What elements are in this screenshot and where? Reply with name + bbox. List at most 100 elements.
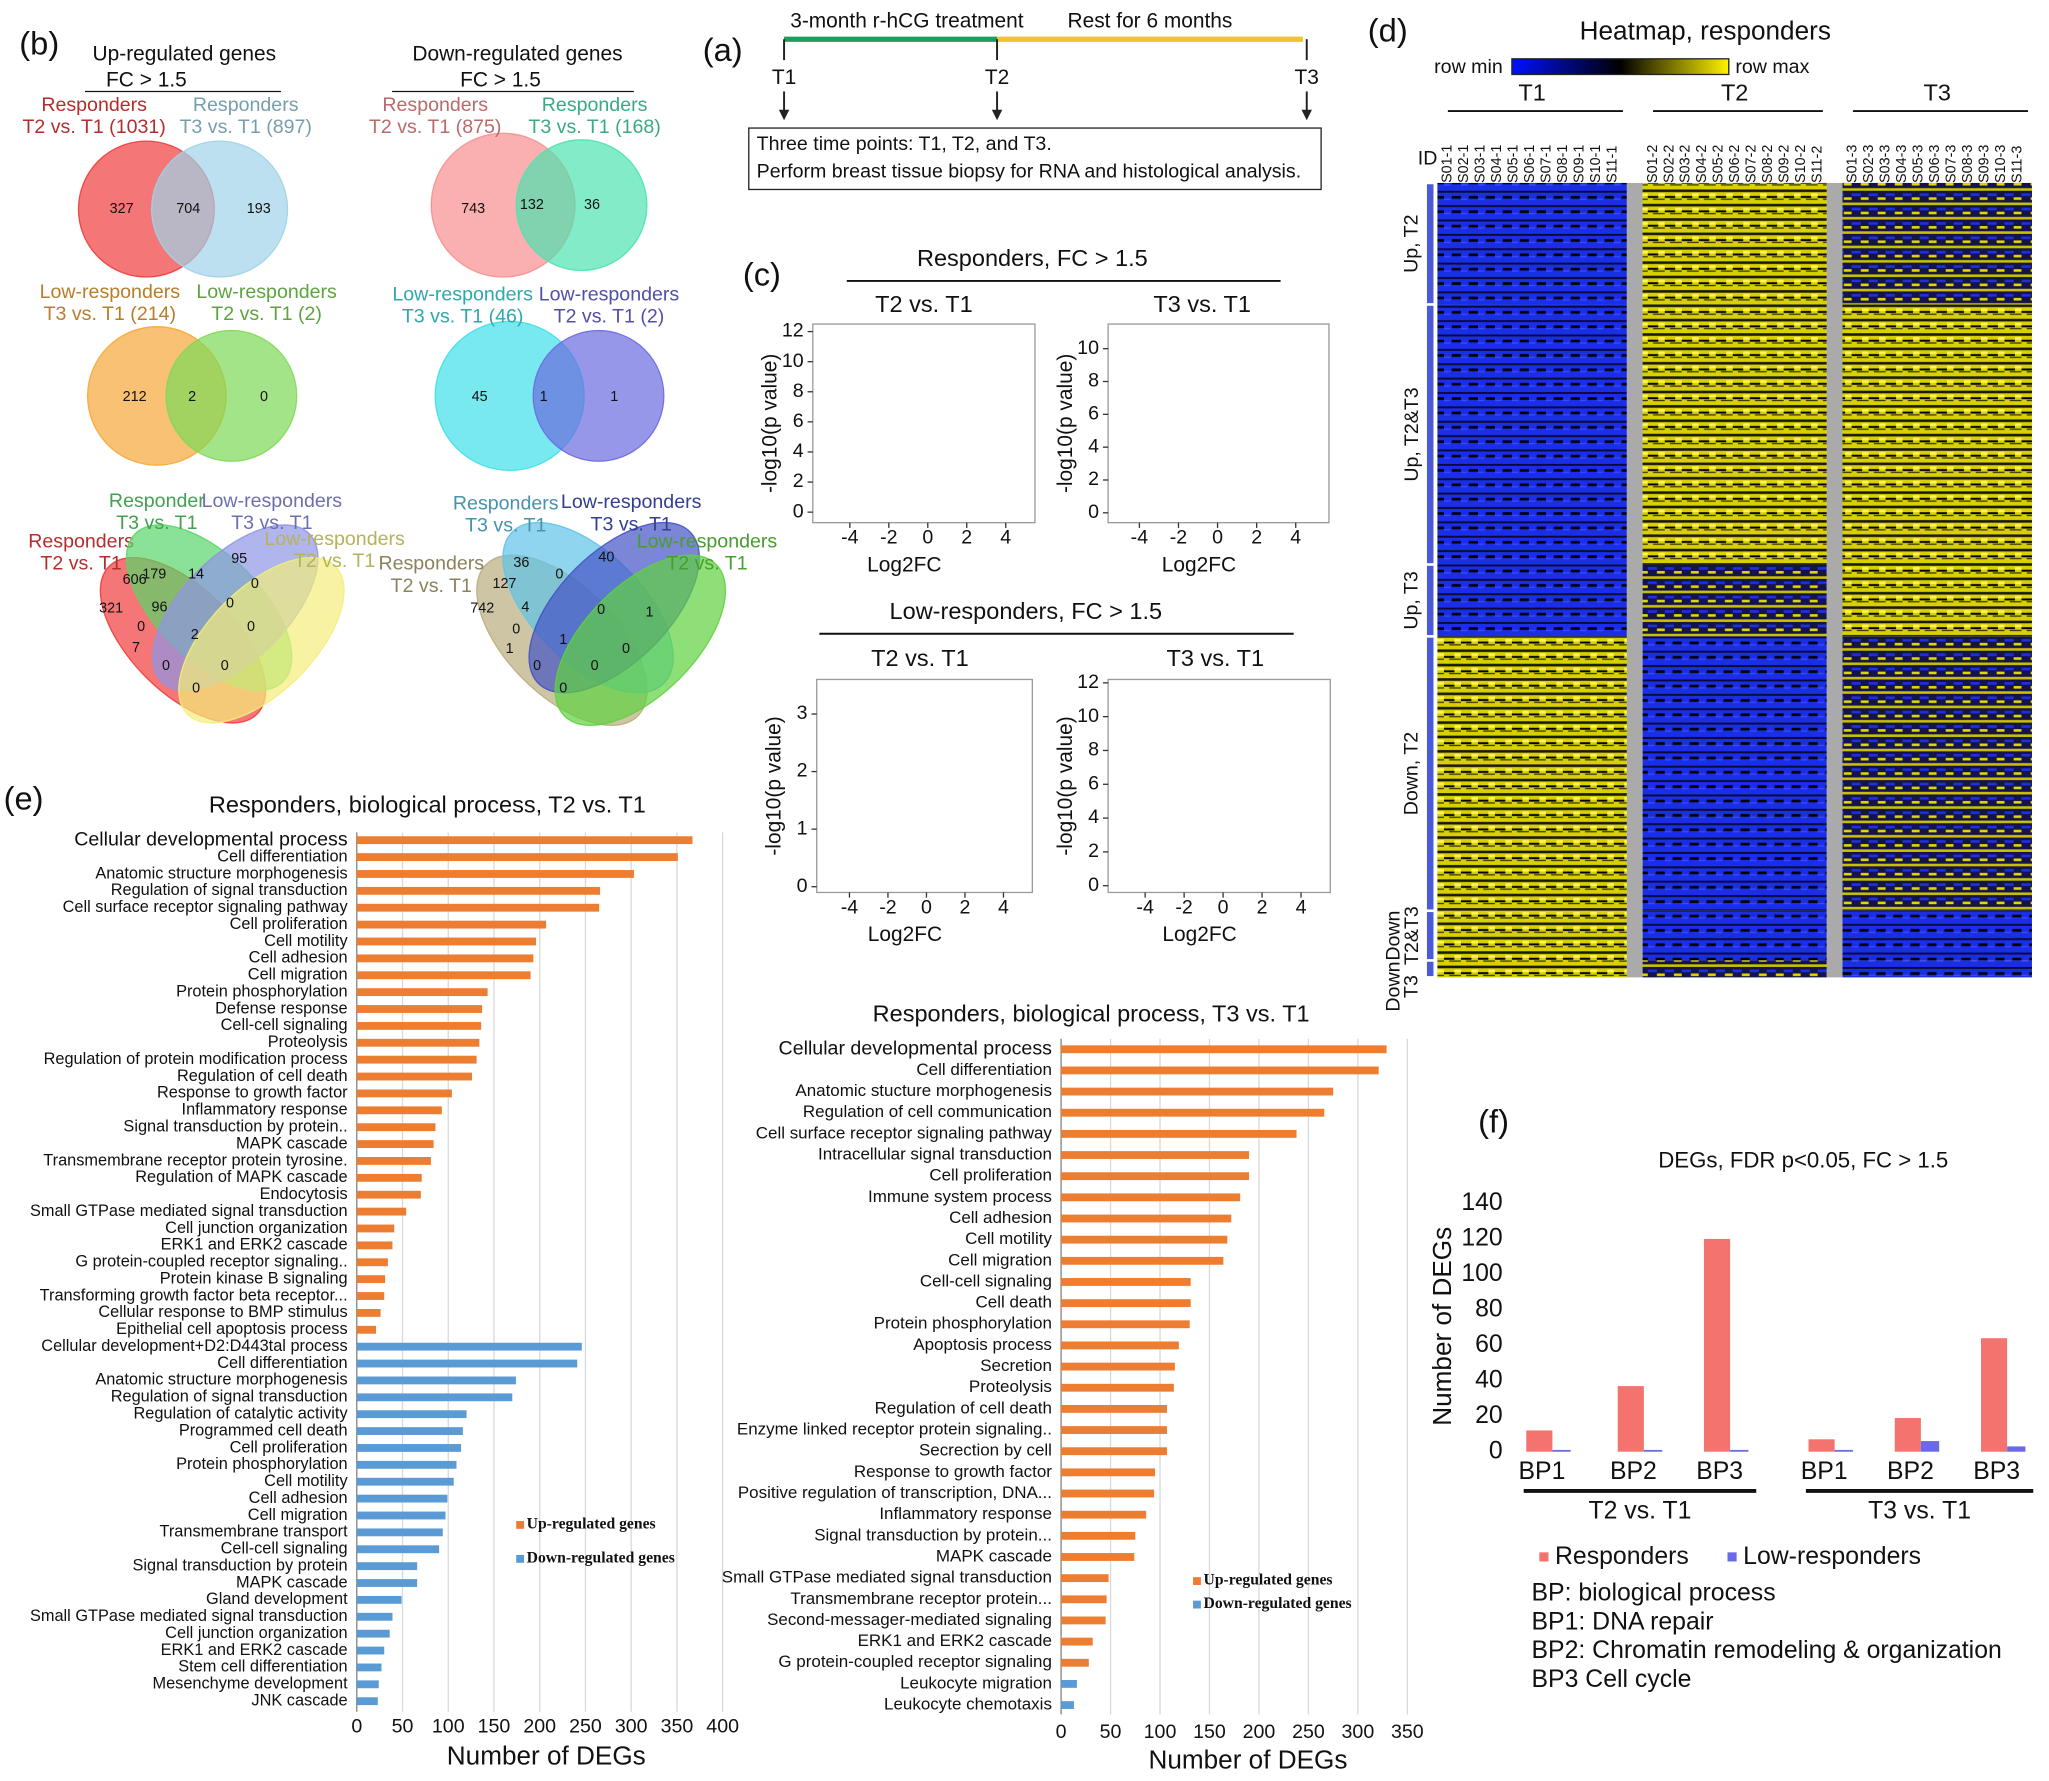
heatmap-block: [1437, 182, 1627, 305]
venn-label: Responder: [109, 490, 205, 512]
bar: [356, 1646, 385, 1655]
bar: [1061, 1045, 1387, 1054]
venn-label: T2 vs. T1 (875): [369, 116, 502, 138]
bar: [356, 1106, 442, 1115]
separator: [1826, 182, 1843, 978]
category-label: Protein phosphorylation: [176, 982, 348, 1000]
category-label: Cell proliferation: [929, 1166, 1052, 1185]
legend-label: Up-regulated genes: [527, 1515, 656, 1532]
bar: [1061, 1574, 1109, 1583]
bar: [1061, 1193, 1241, 1202]
legend-label: Down-regulated genes: [1204, 1595, 1352, 1612]
y-axis-label: Number of DEGs: [1427, 1227, 1457, 1426]
venn-count: 212: [123, 389, 147, 405]
category-label: Secrection by cell: [919, 1441, 1052, 1460]
label: ID: [1418, 148, 1438, 170]
x-axis-label: Number of DEGs: [1148, 1744, 1347, 1774]
venn-count: 1: [610, 389, 618, 405]
category-label: Leukocyte migration: [900, 1673, 1052, 1692]
heatmap-block: [1842, 960, 2032, 978]
venn-count: 0: [622, 641, 630, 657]
venn-header: Up-regulated genes: [93, 42, 277, 65]
x-tick-label: 200: [1243, 1721, 1276, 1743]
x-tick-label: 0: [1218, 896, 1229, 918]
category-label: Mesenchyme development: [153, 1675, 349, 1693]
category-label: Cell death: [976, 1293, 1052, 1312]
bar: [356, 1680, 379, 1689]
chart-title: Responders, biological process, T2 vs. T…: [209, 791, 646, 817]
sample-id: S10-1: [1588, 145, 1604, 183]
y-tick-label: 10: [1077, 337, 1099, 359]
arrow-head: [991, 109, 1003, 121]
group-label: T2 vs. T1: [1588, 1497, 1691, 1524]
bar: [356, 1410, 467, 1419]
category-label: Programmed cell death: [179, 1421, 348, 1439]
venn-label: Responders: [41, 94, 147, 116]
y-tick-label: 140: [1461, 1189, 1502, 1216]
category-label: Epithelial cell apoptosis process: [116, 1320, 347, 1338]
sample-id: S06-2: [1727, 145, 1743, 183]
bar: [356, 1005, 483, 1013]
category-label: Inflammatory response: [182, 1101, 348, 1119]
category-label: JNK cascade: [251, 1692, 347, 1710]
y-tick-label: 1: [797, 817, 808, 839]
x-tick-label: 0: [1056, 1721, 1067, 1743]
venn-count: 14: [188, 567, 204, 583]
venn-label: Responders: [542, 94, 648, 116]
panel-label: (d): [1368, 11, 1408, 48]
venn-label: T3 vs. T1: [465, 515, 546, 537]
x-tick-label: -4: [1136, 896, 1154, 918]
category-label: Intracellular signal transduction: [818, 1145, 1052, 1164]
venn-count: 0: [226, 595, 234, 611]
sample-id: S08-1: [1555, 145, 1571, 183]
bar: [356, 1427, 463, 1435]
venn-count: 7: [132, 640, 140, 656]
heatmap-block: [1642, 564, 1827, 637]
bar: [356, 1697, 378, 1706]
bar: [356, 1275, 386, 1284]
sample-id: S11-1: [1604, 146, 1620, 183]
y-axis-label: -log10(p value): [762, 716, 785, 855]
legend-swatch: [1193, 1600, 1201, 1609]
bar: [356, 920, 547, 929]
bar: [356, 937, 537, 946]
category-label: Cell adhesion: [249, 1489, 348, 1507]
color-scale: [1511, 58, 1730, 76]
venn-set: [150, 140, 289, 278]
venn-count: 321: [99, 601, 123, 617]
category-label: Stem cell differentiation: [178, 1658, 347, 1676]
heatmap-block: [1642, 304, 1827, 565]
chart-title: Responders, biological process, T3 vs. T…: [873, 1001, 1310, 1027]
label: 3-month r-hCG treatment: [790, 10, 1024, 33]
heading: Responders, FC > 1.5: [917, 245, 1148, 271]
x-tick-label: -2: [879, 896, 896, 918]
venn-count: 0: [559, 680, 567, 696]
bar: [1061, 1595, 1107, 1604]
category-label: Cell migration: [948, 1250, 1052, 1269]
bar: [356, 988, 488, 997]
x-tick-label: 250: [569, 1716, 602, 1738]
chart-title: DEGs, FDR p<0.05, FC > 1.5: [1658, 1147, 1948, 1172]
bar: [1730, 1449, 1749, 1452]
x-tick-label: 50: [392, 1716, 414, 1738]
plot-frame: [1107, 678, 1331, 894]
legend-swatch: [1193, 1577, 1201, 1585]
sample-id: S04-1: [1489, 145, 1505, 183]
category-label: Cell adhesion: [249, 949, 348, 967]
x-axis-label: Log2FC: [1162, 923, 1236, 946]
venn-label: Low-responders: [40, 281, 181, 303]
venn-label: T3 vs. T1 (46): [402, 306, 524, 328]
x-tick-label: 0: [1212, 527, 1223, 549]
x-axis-label: Log2FC: [868, 923, 942, 946]
bar: [356, 1038, 480, 1047]
y-axis-label: -log10(p value): [1054, 716, 1077, 855]
row-group-label: Down, T2: [1401, 732, 1423, 816]
bar: [356, 1224, 395, 1233]
sample-id: S03-1: [1473, 145, 1489, 183]
bar: [1980, 1338, 2008, 1452]
venn-count: 0: [533, 658, 541, 674]
category-label: G protein-coupled receptor signaling: [778, 1652, 1052, 1671]
category-label: G protein-coupled receptor signaling..: [75, 1253, 347, 1271]
category-label: Cell motility: [264, 1472, 348, 1490]
category-label: Gland development: [206, 1590, 348, 1608]
